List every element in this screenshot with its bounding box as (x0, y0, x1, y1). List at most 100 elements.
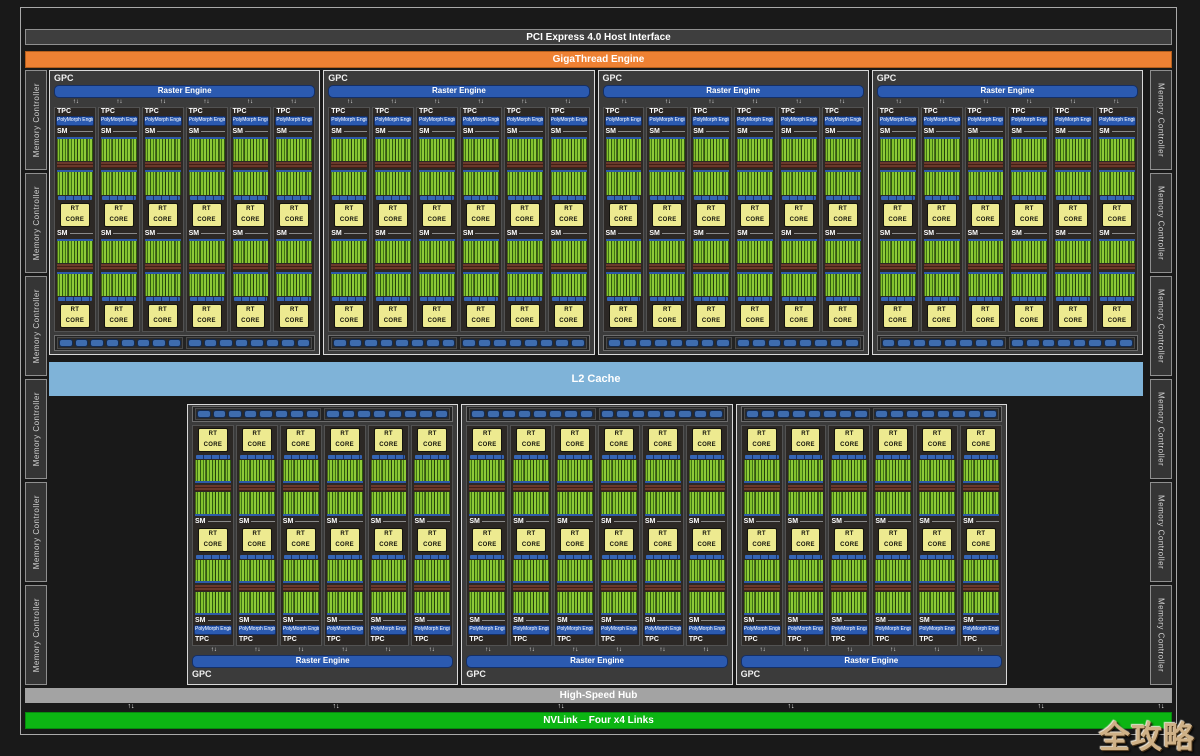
rop-unit (290, 410, 304, 418)
tpc-header: TPC PolyMorph Engine (556, 625, 594, 644)
rop-unit (874, 410, 889, 418)
sm-label: SM (100, 128, 112, 135)
sm-label: SM (919, 617, 930, 624)
sm-block: SM (188, 127, 226, 201)
tpc-column: TPC PolyMorph Engine SM RT CORE SM RT CORE (97, 107, 140, 332)
sm-block: SM (918, 554, 956, 626)
tensor-core-row (238, 584, 275, 591)
sm-block: SM (874, 554, 912, 626)
tpc-column: TPC PolyMorph Engine SM RT CORE SM RT CORE (459, 107, 502, 332)
sm-header: SM (830, 517, 868, 526)
rop-unit (539, 339, 554, 347)
tensor-core-row (919, 485, 956, 492)
up-down-arrows-icon: ↑↓ (390, 99, 397, 105)
load-store-tex-row (968, 195, 1003, 200)
sm-label: SM (963, 517, 974, 525)
sm-block: SM (56, 127, 94, 201)
rop-unit (1041, 339, 1056, 347)
sm-block: SM (923, 127, 961, 201)
tpc-label: TPC (605, 108, 620, 115)
tensor-core-row (601, 485, 637, 492)
sm-header: SM (462, 229, 500, 238)
rop-unit (678, 410, 692, 418)
cuda-core-array (557, 591, 593, 615)
sm-header-rule (69, 131, 93, 132)
load-store-tex-row (650, 195, 685, 200)
sm-header: SM (550, 229, 588, 238)
tpc-column: TPC PolyMorph Engine SM RT CORE SM RT CORE (828, 425, 871, 646)
rop-unit (767, 339, 782, 347)
sm-header: SM (692, 127, 730, 136)
cuda-core-array (737, 238, 773, 263)
rop-unit (616, 410, 630, 418)
tpc-column: TPC PolyMorph Engine SM RT CORE SM RT CORE (416, 107, 458, 332)
cuda-core-array (601, 591, 637, 615)
rop-unit (152, 339, 166, 347)
sm-header: SM (1098, 229, 1136, 238)
cuda-core-array (326, 591, 363, 615)
up-down-arrows-icon: ↑↓ (297, 647, 304, 653)
cuda-core-array (414, 492, 451, 516)
up-down-arrows-icon: ↑↓ (72, 99, 79, 105)
up-down-arrows-icon: ↑↓ (615, 647, 622, 653)
cuda-core-array (232, 271, 269, 296)
sm-header-rule (793, 232, 817, 234)
cuda-core-array (513, 460, 550, 484)
sm-header-rule (1111, 131, 1135, 132)
rop-partition (1008, 337, 1135, 349)
raster-engine-bar: Raster Engine (876, 85, 1138, 98)
tensor-core-row (557, 584, 593, 591)
sm-block: SM (830, 554, 868, 626)
cuda-core-array (188, 137, 225, 162)
sm-label: SM (824, 229, 836, 237)
sm-header: SM (468, 616, 506, 625)
sm-header: SM (918, 517, 956, 526)
l2-cache-bar: L2 Cache (49, 362, 1143, 396)
sm-header-rule (793, 131, 817, 132)
up-down-arrows-icon: ↑↓ (477, 99, 484, 105)
up-down-arrows-icon: ↑↓ (246, 99, 253, 105)
load-store-tex-row (196, 554, 230, 559)
cuda-core-array (550, 238, 587, 263)
load-store-tex-row (968, 297, 1003, 301)
load-store-tex-row (327, 554, 362, 559)
sm-block: SM (1098, 229, 1136, 303)
polymorph-engine-bar: PolyMorph Engine (823, 116, 862, 126)
watermark-text: 全攻略 (1099, 720, 1195, 755)
sm-label: SM (238, 517, 250, 525)
polymorph-engine-bar: PolyMorph Engine (556, 625, 594, 635)
cuda-core-array (605, 238, 642, 263)
load-store-tex-row (606, 297, 641, 301)
cuda-core-array (276, 238, 313, 263)
tensor-core-row (688, 584, 725, 591)
tpc-label: TPC (649, 108, 664, 115)
tpc-header: TPC PolyMorph Engine (966, 108, 1005, 127)
sm-label: SM (737, 229, 748, 237)
up-down-arrows-icon: ↑↓ (572, 647, 579, 653)
load-store-tex-row (332, 195, 367, 200)
rop-unit (814, 339, 828, 347)
load-store-tex-row (514, 554, 549, 559)
rop-unit (838, 410, 853, 418)
tpc-column: TPC PolyMorph Engine SM RT CORE SM RT CORE (273, 107, 316, 332)
sm-header: SM (462, 127, 500, 136)
rt-core-block: RT CORE (279, 202, 310, 227)
sm-header-rule (975, 620, 999, 621)
tensor-core-row (282, 485, 319, 492)
cuda-core-array (919, 591, 956, 615)
polymorph-engine-bar: PolyMorph Engine (413, 625, 452, 635)
sm-label: SM (557, 517, 568, 525)
tensor-core-row (100, 162, 137, 169)
load-store-tex-row (694, 297, 729, 301)
tensor-core-row (144, 263, 181, 270)
cuda-core-array (824, 271, 861, 296)
sm-header-rule (661, 232, 686, 234)
cuda-core-array (688, 559, 725, 583)
cuda-core-array (506, 271, 543, 296)
rop-partition (872, 408, 999, 420)
sm-header-rule (931, 520, 956, 522)
tensor-core-row (737, 162, 773, 169)
sm-block: SM (688, 454, 726, 526)
rt-core-block: RT CORE (373, 428, 404, 452)
rop-unit (281, 339, 295, 347)
